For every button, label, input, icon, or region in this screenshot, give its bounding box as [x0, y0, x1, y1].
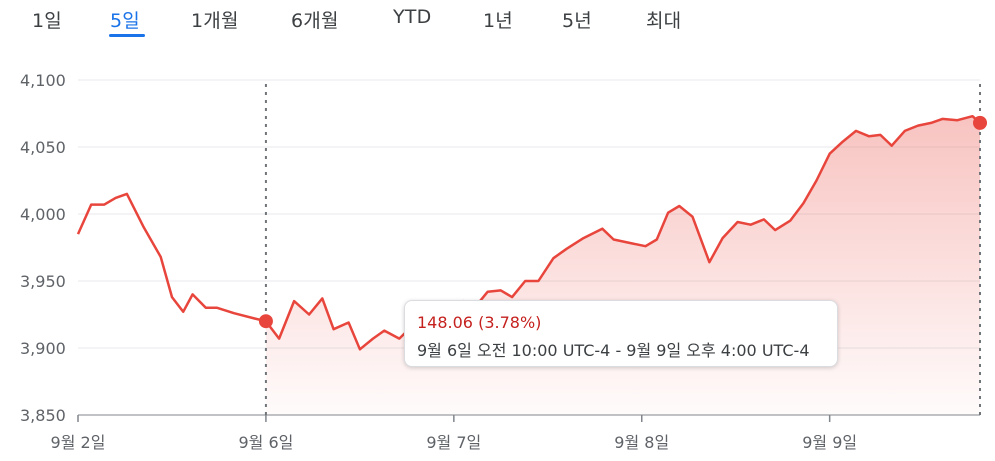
tab-ytd[interactable]: YTD	[393, 6, 432, 28]
y-tick-label: 3,900	[20, 339, 66, 358]
x-tick-label: 9월 9일	[802, 433, 857, 452]
tab-1-day[interactable]: 1일	[32, 10, 62, 32]
active-tab-indicator	[109, 34, 145, 37]
tooltip-change: 148.06 (3.78%)	[417, 313, 542, 332]
selection-area-fill	[265, 116, 980, 415]
y-tick-label: 4,000	[20, 205, 66, 224]
tab-5-years[interactable]: 5년	[562, 10, 592, 32]
price-line	[76, 114, 981, 351]
x-tick-label: 9월 7일	[426, 433, 481, 452]
y-tick-label: 4,050	[20, 138, 66, 157]
y-tick-label: 3,850	[20, 406, 66, 425]
tooltip-date-range: 9월 6일 오전 10:00 UTC-4 - 9월 9일 오후 4:00 UTC…	[417, 341, 810, 360]
tab-1-year[interactable]: 1년	[483, 10, 513, 32]
tab-1-month[interactable]: 1개월	[191, 10, 239, 32]
tab-5-days[interactable]: 5일	[110, 10, 140, 32]
selection-start-marker[interactable]	[258, 314, 273, 329]
y-axis-labels: 3,850 3,900 3,950 4,000 4,050 4,100	[20, 71, 66, 425]
x-tick-label: 9월 6일	[238, 433, 293, 452]
y-tick-label: 4,100	[20, 71, 66, 90]
x-tick-label: 9월 2일	[51, 433, 106, 452]
selection-end-marker[interactable]	[973, 115, 987, 130]
tab-6-months[interactable]: 6개월	[291, 10, 339, 32]
x-tick-label: 9월 8일	[614, 433, 669, 452]
x-axis: 9월 2일 9월 6일 9월 7일 9월 8일 9월 9일	[51, 415, 857, 452]
range-tabs: 1일 5일 1개월 6개월 YTD 1년 5년 최대	[0, 0, 995, 44]
tab-max[interactable]: 최대	[646, 10, 682, 32]
range-tooltip: 148.06 (3.78%) 9월 6일 오전 10:00 UTC-4 - 9월…	[404, 300, 838, 367]
y-tick-label: 3,950	[20, 272, 66, 291]
